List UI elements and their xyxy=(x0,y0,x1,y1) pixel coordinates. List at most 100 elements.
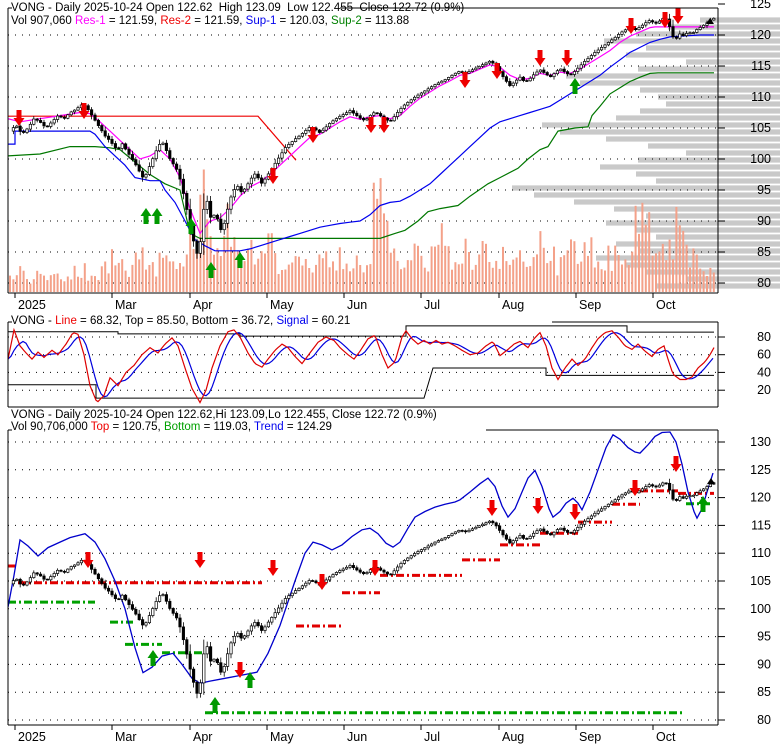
top-panel-header-line1: VONG - Daily 2025-10-24 Open 122.62 High… xyxy=(11,2,464,14)
top-panel-gridlines xyxy=(8,34,718,284)
x-axis-month-label: Mar xyxy=(115,298,137,312)
y-axis-tick-label: 85 xyxy=(757,245,771,259)
bottom-panel-x-axis: 2025 Mar Apr May Jun Jul Aug Sep Oct xyxy=(14,725,676,744)
y-axis-tick-label: 115 xyxy=(751,59,771,73)
y-axis-tick-label: 110 xyxy=(751,546,771,560)
y-axis-tick-label: 125 xyxy=(750,0,771,11)
y-axis-tick-label: 120 xyxy=(750,491,771,505)
bottom-ind-label: Bottom xyxy=(163,421,201,433)
buy-arrow-icon xyxy=(151,208,163,224)
top-panel-header-line2: Vol 907,060 Res-1 = 121.59, Res-2 = 121.… xyxy=(11,15,409,27)
line-label: Line xyxy=(55,315,77,327)
x-axis-month-label: Sep xyxy=(579,730,601,744)
sup2-value: = 113.88 xyxy=(361,15,410,27)
x-axis-month-label: May xyxy=(270,298,294,312)
bottom-volume-text: Vol 90,706,000 xyxy=(11,421,91,433)
y-axis-tick-label: 20 xyxy=(757,383,771,397)
bottom-panel-trend-line xyxy=(8,431,714,684)
y-axis-tick-label: 40 xyxy=(757,365,771,379)
top-panel-signal-arrows xyxy=(13,8,714,278)
x-axis-month-label: Jun xyxy=(347,730,367,744)
x-axis-month-label: Jun xyxy=(347,298,367,312)
signal-value: = 60.21 xyxy=(308,315,351,327)
y-axis-tick-label: 115 xyxy=(751,518,771,532)
x-axis-month-label: Aug xyxy=(502,298,524,312)
mid-symbol-text: VONG - xyxy=(11,315,56,327)
sell-arrow-icon xyxy=(267,168,279,184)
bottom-panel-header-line1: VONG - Daily 2025-10-24 Open 122.62,Hi 1… xyxy=(11,409,437,421)
res1-label: Res-1 xyxy=(74,15,106,27)
y-axis-tick-label: 95 xyxy=(757,630,771,644)
y-axis-tick-label: 90 xyxy=(757,214,771,228)
buy-arrow-icon xyxy=(234,252,246,268)
y-axis-tick-label: 125 xyxy=(750,463,771,477)
sell-arrow-icon xyxy=(569,504,581,520)
x-axis-month-label: Apr xyxy=(193,298,212,312)
buy-arrow-icon xyxy=(209,697,221,713)
buy-arrow-icon xyxy=(185,218,197,234)
sell-arrow-icon xyxy=(365,117,377,133)
sell-arrow-icon xyxy=(459,72,471,88)
x-axis-month-label: Sep xyxy=(579,298,601,312)
top-panel-y-axis: 125 120 115 110 105 100 95 90 85 80 xyxy=(718,0,771,290)
x-axis-month-label: 2025 xyxy=(18,298,46,312)
y-axis-tick-label: 95 xyxy=(757,183,771,197)
sell-arrow-icon xyxy=(486,500,498,516)
sell-arrow-icon xyxy=(625,18,637,34)
sell-arrow-icon xyxy=(13,110,25,126)
y-axis-tick-label: 100 xyxy=(750,602,771,616)
sell-arrow-icon xyxy=(234,662,246,678)
trend-ind-label: Trend xyxy=(254,421,284,433)
top-ind-label: Top xyxy=(90,421,110,433)
x-axis-month-label: Apr xyxy=(193,730,212,744)
res2-value: = 121.59, xyxy=(191,15,246,27)
buy-arrow-icon xyxy=(697,496,709,512)
sell-arrow-icon xyxy=(194,552,206,568)
x-axis-month-label: Jul xyxy=(424,730,440,744)
sell-arrow-icon xyxy=(670,456,682,472)
trend-ind-value: = 124.29 xyxy=(283,421,332,433)
bottom-panel-top-bottom-segments xyxy=(8,489,714,715)
res2-label: Res-2 xyxy=(160,15,191,27)
y-axis-tick-label: 80 xyxy=(757,330,771,344)
bottom-ohlc-summary: VONG - Daily 2025-10-24 Open 122.62,Hi 1… xyxy=(11,409,437,421)
y-axis-tick-label: 100 xyxy=(750,152,771,166)
signal-label: Signal xyxy=(276,315,309,327)
y-axis-tick-label: 105 xyxy=(750,574,771,588)
bottom-ind-value: = 119.03, xyxy=(200,421,254,433)
sell-arrow-icon xyxy=(561,50,573,66)
top-panel-candles xyxy=(11,13,716,259)
mid-panel-y-axis: 80 60 40 20 xyxy=(718,330,771,397)
top-ohlc-summary: VONG - Daily 2025-10-24 Open 122.62 High… xyxy=(11,2,465,14)
y-axis-tick-label: 85 xyxy=(757,685,771,699)
x-axis-month-label: Jul xyxy=(424,298,440,312)
sell-arrow-icon xyxy=(491,63,503,79)
buy-arrow-icon xyxy=(140,208,152,224)
sell-arrow-icon xyxy=(369,560,381,576)
sup1-value: = 120.03, xyxy=(276,15,332,27)
mid-values-text: = 68.32, Top = 85.50, Bottom = 36.72, xyxy=(76,315,277,327)
sell-arrow-icon xyxy=(672,8,684,24)
sell-arrow-icon xyxy=(629,480,641,496)
top-panel-indicator-lines xyxy=(8,26,714,252)
buy-arrow-icon xyxy=(244,672,256,688)
bottom-panel-signal-arrows xyxy=(82,456,715,713)
buy-arrow-icon xyxy=(569,78,581,94)
sell-arrow-icon xyxy=(316,574,328,590)
x-axis-month-label: May xyxy=(270,730,294,744)
y-axis-tick-label: 120 xyxy=(750,28,771,42)
x-axis-month-label: Oct xyxy=(656,730,676,744)
top-panel-frame xyxy=(7,7,719,294)
res1-value: = 121.59, xyxy=(105,15,161,27)
y-axis-tick-label: 110 xyxy=(751,90,771,104)
bottom-panel-candles xyxy=(11,478,716,699)
bottom-panel-header-line2: Vol 90,706,000 Top = 120.75, Bottom = 11… xyxy=(11,421,332,433)
buy-arrow-icon xyxy=(205,262,217,278)
sell-arrow-icon xyxy=(267,560,279,576)
sup1-label: Sup-1 xyxy=(245,15,277,27)
sell-arrow-icon xyxy=(378,117,390,133)
y-axis-tick-label: 80 xyxy=(757,276,771,290)
y-axis-tick-label: 60 xyxy=(757,348,771,362)
sell-arrow-icon xyxy=(534,50,546,66)
